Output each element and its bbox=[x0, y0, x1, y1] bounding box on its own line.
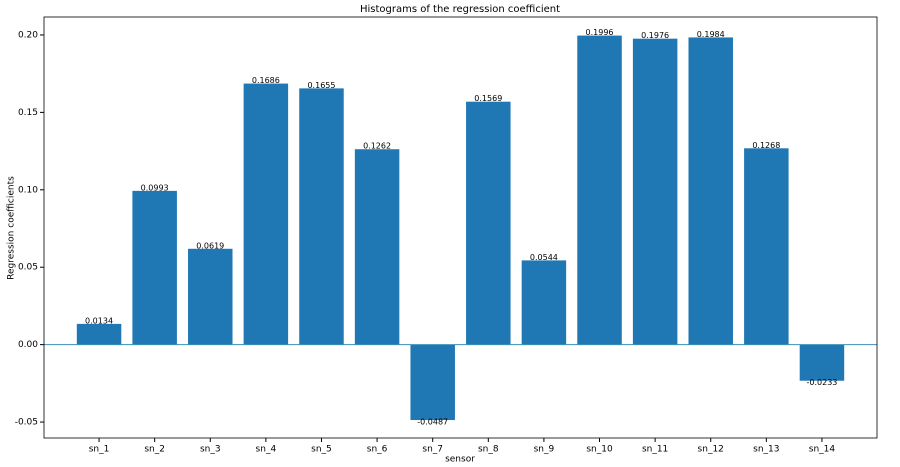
value-label: 0.1976 bbox=[641, 31, 669, 40]
bar bbox=[688, 37, 733, 345]
bar bbox=[410, 344, 455, 421]
y-tick-label: 0.00 bbox=[18, 340, 38, 350]
y-tick-label: -0.05 bbox=[15, 418, 38, 428]
value-label: 0.0134 bbox=[85, 316, 113, 325]
plot-frame bbox=[43, 16, 878, 439]
x-tick-label: sn_2 bbox=[144, 445, 165, 455]
value-label: -0.0233 bbox=[807, 378, 838, 387]
x-tick-label: sn_7 bbox=[422, 445, 443, 455]
x-tick-label: sn_14 bbox=[809, 445, 836, 455]
x-axis-label: sensor bbox=[445, 455, 475, 465]
x-tick-label: sn_11 bbox=[642, 445, 668, 455]
value-label: 0.1262 bbox=[363, 142, 391, 151]
value-label: 0.0993 bbox=[141, 183, 169, 192]
bar bbox=[243, 83, 289, 345]
bar bbox=[744, 148, 789, 345]
x-tick-label: sn_5 bbox=[311, 445, 332, 455]
bar bbox=[632, 38, 678, 345]
x-tick-label: sn_1 bbox=[89, 445, 110, 455]
value-label: 0.1569 bbox=[474, 94, 502, 103]
y-tick-label: 0.15 bbox=[18, 108, 38, 118]
x-tick-label: sn_3 bbox=[200, 445, 221, 455]
bar bbox=[521, 260, 567, 345]
x-tick-label: sn_13 bbox=[753, 445, 779, 455]
x-tick-label: sn_8 bbox=[478, 445, 499, 455]
bar bbox=[466, 101, 511, 345]
bar bbox=[799, 344, 845, 381]
value-label: 0.0619 bbox=[196, 241, 224, 250]
chart-title: Histograms of the regression coefficient bbox=[360, 4, 560, 15]
value-label: 0.0544 bbox=[530, 253, 558, 262]
bar bbox=[577, 35, 622, 345]
x-tick-label: sn_10 bbox=[586, 445, 613, 455]
y-tick-label: 0.10 bbox=[18, 185, 38, 195]
bar bbox=[188, 248, 233, 345]
bar bbox=[299, 88, 344, 345]
y-axis-label: Regression coefficients bbox=[7, 176, 17, 280]
value-label: -0.0487 bbox=[417, 418, 448, 427]
value-label: 0.1686 bbox=[252, 76, 280, 85]
y-tick-label: 0.05 bbox=[18, 263, 38, 273]
x-tick-label: sn_12 bbox=[698, 445, 724, 455]
value-label: 0.1984 bbox=[697, 30, 725, 39]
bar bbox=[76, 323, 122, 345]
bar bbox=[354, 149, 400, 345]
value-label: 0.1996 bbox=[586, 28, 614, 37]
x-tick-label: sn_6 bbox=[367, 445, 388, 455]
y-tick-label: 0.20 bbox=[18, 30, 38, 40]
x-tick-label: sn_4 bbox=[256, 445, 277, 455]
value-label: 0.1268 bbox=[752, 141, 780, 150]
bar bbox=[132, 190, 177, 345]
value-label: 0.1655 bbox=[307, 81, 335, 90]
x-tick-label: sn_9 bbox=[534, 445, 555, 455]
